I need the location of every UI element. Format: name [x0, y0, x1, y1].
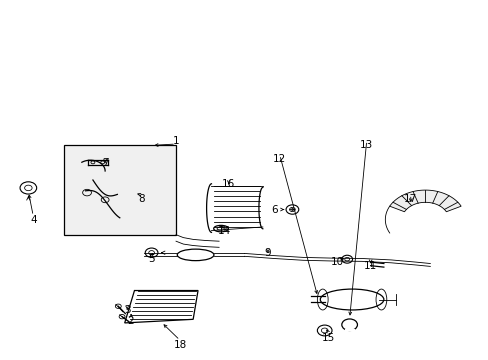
Text: 7: 7: [102, 158, 108, 168]
Text: 18: 18: [173, 340, 186, 350]
Text: 12: 12: [272, 154, 286, 164]
Text: 5: 5: [148, 254, 155, 264]
Text: 14: 14: [217, 226, 230, 236]
Text: 10: 10: [330, 257, 343, 267]
Text: 1: 1: [172, 136, 179, 146]
Polygon shape: [389, 190, 460, 212]
Text: 11: 11: [363, 261, 377, 271]
Text: 15: 15: [321, 333, 335, 343]
Text: 8: 8: [138, 194, 145, 204]
Bar: [63, 145, 176, 235]
Text: 2: 2: [127, 316, 134, 326]
Text: 9: 9: [264, 248, 271, 258]
Text: 13: 13: [359, 140, 373, 150]
Text: 17: 17: [403, 194, 417, 204]
Text: 16: 16: [222, 179, 235, 189]
Text: 4: 4: [30, 215, 37, 225]
Text: 3: 3: [123, 305, 130, 315]
Text: 6: 6: [271, 204, 278, 215]
